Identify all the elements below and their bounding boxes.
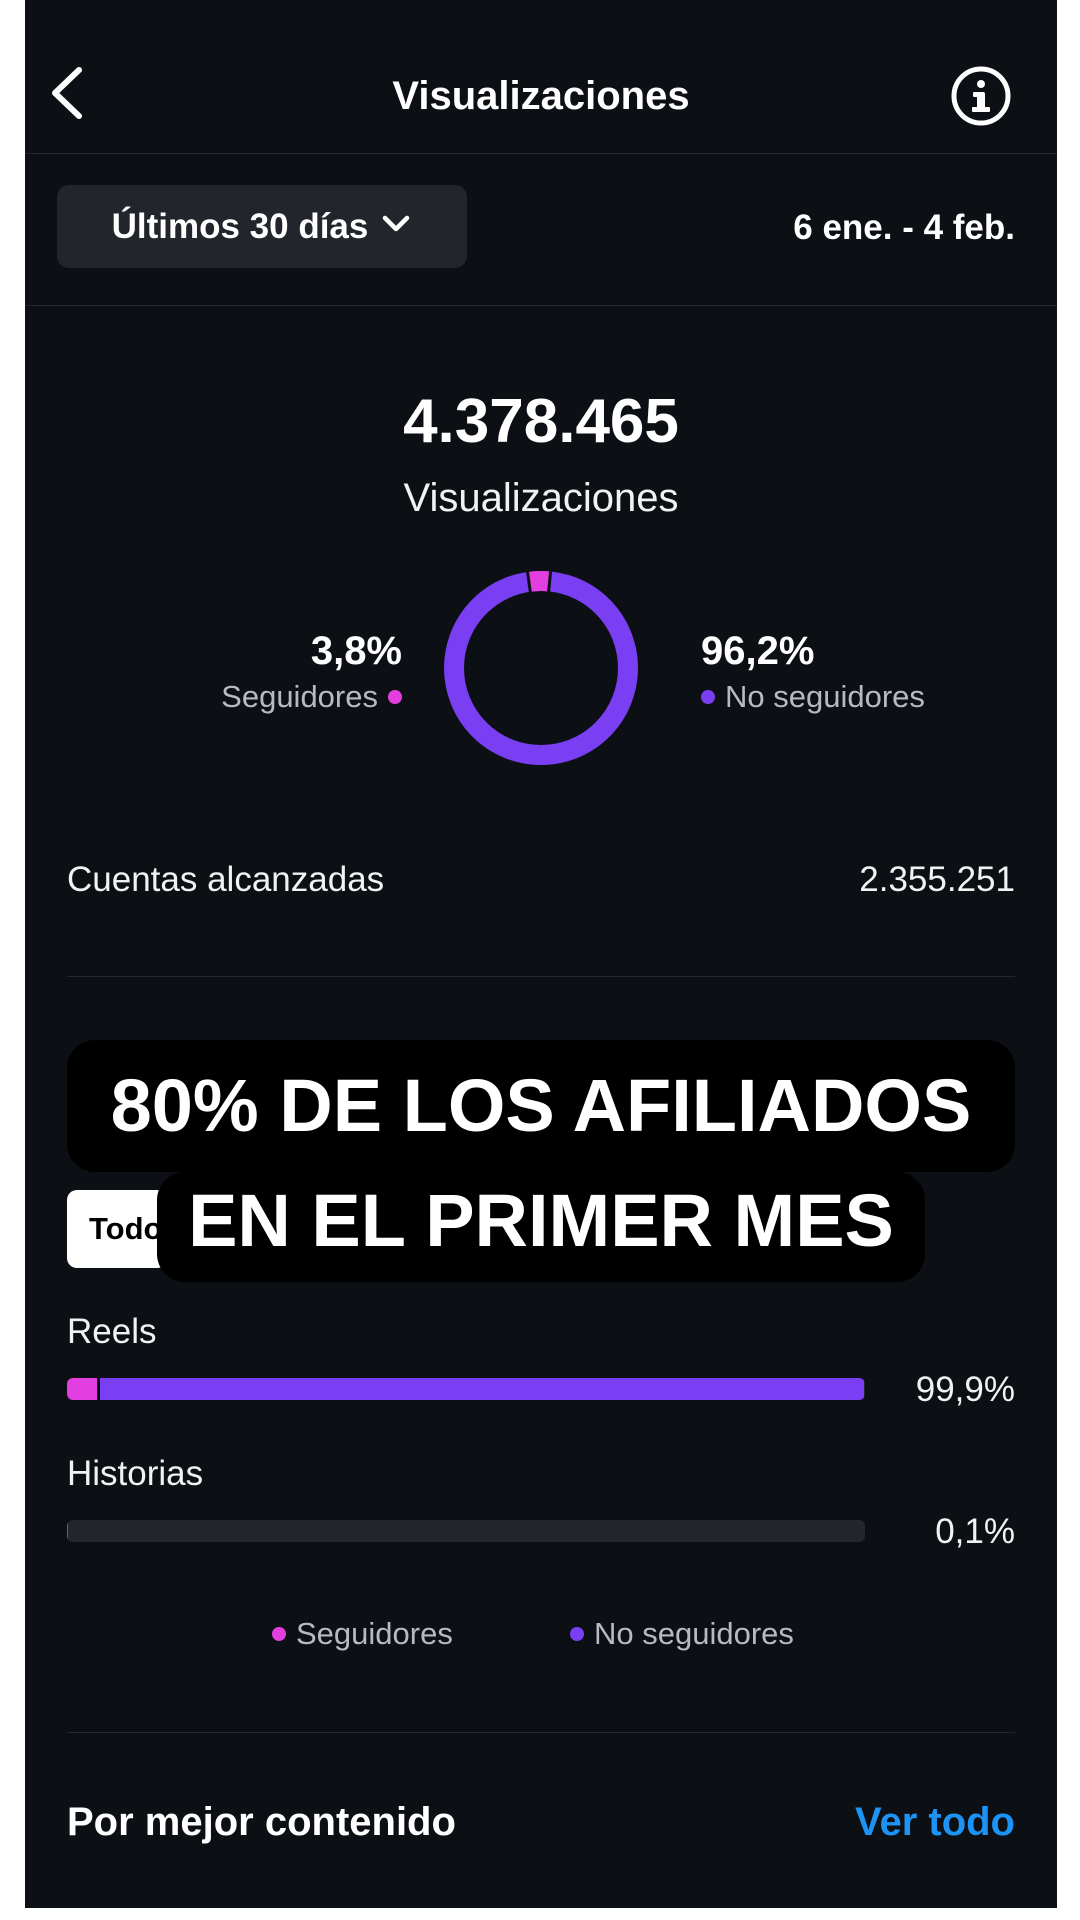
content-filter-all-tab[interactable]: Todo [67,1190,167,1268]
donut-separator [525,571,532,593]
reels-percentage: 99,9% [915,1370,1015,1409]
insights-screen: Visualizaciones Últimos 30 días 6 ene. -… [25,0,1057,1908]
top-content-section-title: Por mejor contenido [67,1800,456,1844]
legend-followers: Seguidores [272,1614,453,1654]
donut-nonfollowers-arc [444,571,638,765]
chevron-down-icon [380,213,412,240]
total-views-label: Visualizaciones [403,476,679,520]
stories-label: Historias [67,1454,204,1493]
accounts-reached-value: 2.355.251 [859,860,1015,899]
accounts-reached-label: Cuentas alcanzadas [67,860,385,899]
stories-bar-non-followers-segment [67,1520,68,1542]
legend-followers-label: Seguidores [296,1616,453,1651]
header-divider [25,153,1057,154]
followers-percentage: 3,8% [310,629,402,673]
overlay-caption-line2: EN EL PRIMER MES [157,1172,925,1282]
legend-followers-dot-icon [272,1627,286,1641]
legend-divider [67,1732,1015,1733]
followers-label-row: Seguidores [221,676,402,718]
non-followers-percentage: 96,2% [701,629,815,673]
page-title: Visualizaciones [392,74,690,118]
reels-label: Reels [67,1312,157,1351]
reels-bar-non-followers-segment [97,1378,865,1400]
legend-non-followers: No seguidores [570,1614,794,1654]
see-all-link[interactable]: Ver todo [854,1800,1015,1844]
followers-label: Seguidores [221,679,378,714]
overlay-caption-line1: 80% DE LOS AFILIADOS [67,1040,1015,1172]
legend-non-followers-label: No seguidores [594,1616,794,1651]
total-views-value: 4.378.465 [403,387,679,456]
followers-stat: 3,8% Seguidores [221,626,402,718]
donut-separator [547,571,553,593]
reels-bar-followers-segment [67,1378,98,1400]
legend-non-followers-dot-icon [570,1627,584,1641]
reach-divider [67,976,1015,977]
chevron-left-icon [52,67,82,119]
date-range-dropdown-label: Últimos 30 días [111,206,369,246]
date-range-text: 6 ene. - 4 feb. [793,208,1015,247]
back-button[interactable] [43,58,93,128]
non-followers-label: No seguidores [725,679,925,714]
stories-percentage: 0,1% [935,1512,1015,1551]
reels-bar [67,1378,865,1400]
non-followers-dot-icon [701,690,715,704]
followers-donut-chart [444,571,638,765]
non-followers-label-row: No seguidores [701,676,925,718]
non-followers-stat: 96,2% No seguidores [701,626,925,718]
date-range-dropdown[interactable]: Últimos 30 días [57,185,467,268]
followers-dot-icon [388,690,402,704]
filters-divider [25,305,1057,306]
info-button[interactable] [950,65,1012,127]
info-circle-icon [951,66,1011,126]
stories-bar [67,1520,865,1542]
